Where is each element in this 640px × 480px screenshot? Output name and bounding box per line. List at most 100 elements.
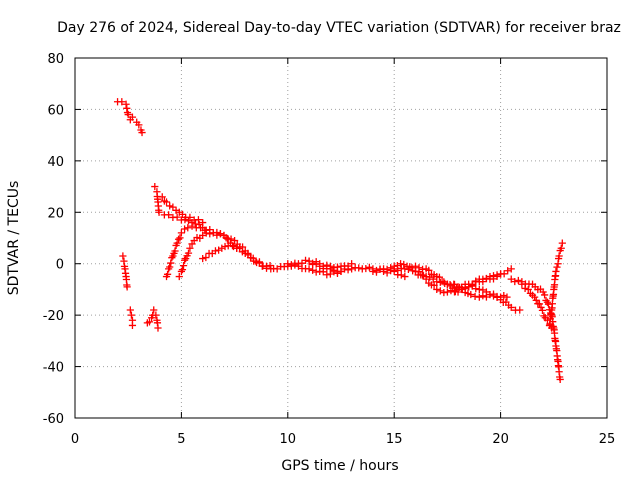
data-point-marker [186,213,194,221]
data-point-marker [124,110,132,119]
data-point-marker [122,100,130,108]
data-point-marker [511,277,519,286]
data-points [113,98,566,384]
y-tick-label: -60 [43,412,64,427]
data-point-marker [387,264,395,272]
data-point-marker [180,256,189,264]
data-point-marker [425,266,433,274]
data-point-marker [330,266,338,274]
data-point-marker [553,263,561,271]
data-point-marker [162,198,171,206]
chart-title: Day 276 of 2024, Sidereal Day-to-day VTE… [57,20,621,36]
data-point-marker [128,321,137,330]
x-tick-label: 15 [386,432,403,447]
data-point-marker [123,104,131,112]
data-point-marker [151,182,159,191]
data-point-marker [155,208,163,216]
series-track-3 [119,252,131,291]
data-point-marker [475,293,483,301]
y-tick-label: 60 [47,103,64,118]
series-track-11 [284,260,409,281]
series-track-1 [113,98,137,124]
data-point-marker [369,267,377,276]
data-point-marker [430,281,438,289]
data-point-marker [169,203,177,211]
data-point-marker [326,265,334,273]
data-point-marker [436,287,444,295]
data-point-marker [503,293,511,301]
data-point-marker [291,261,299,269]
data-point-marker [215,246,223,254]
series-track-19 [545,239,566,330]
data-point-marker [362,264,370,273]
data-point-marker [174,235,183,243]
data-point-marker [500,291,508,300]
data-point-marker [524,285,532,294]
data-point-marker [258,262,266,270]
data-point-marker [228,242,237,250]
data-point-marker [224,235,232,243]
data-point-marker [435,273,444,281]
data-point-marker [471,292,479,301]
y-axis-label: SDTVAR / TECUs [6,181,22,296]
data-point-marker [118,98,126,106]
x-tick-label: 5 [177,432,185,447]
data-point-marker [422,275,430,283]
data-point-marker [465,283,473,291]
data-point-marker [152,311,160,319]
y-tick-labels: -60 -40 -20 0 20 40 60 80 [43,52,64,427]
data-point-marker [267,265,275,273]
data-point-marker [138,128,146,137]
data-point-marker [119,252,127,260]
data-point-marker [479,292,487,300]
data-point-marker [218,244,226,252]
data-point-marker [178,265,187,274]
data-point-marker [126,306,134,314]
data-point-marker [397,271,405,279]
data-point-marker [507,303,515,312]
series-track-8 [162,222,209,281]
series-track-10 [199,242,275,273]
data-point-marker [179,262,188,270]
data-point-marker [383,265,391,273]
axis-ticks [74,57,608,419]
data-point-marker [348,265,356,273]
data-point-marker [558,239,566,247]
y-tick-label: -40 [43,361,64,376]
data-point-marker [538,306,547,314]
grid [75,58,607,418]
data-point-marker [173,213,181,221]
data-point-marker [184,249,193,257]
data-point-marker [514,276,522,285]
data-point-marker [518,280,526,288]
data-point-marker [163,270,172,278]
data-point-marker [390,265,398,273]
data-point-marker [467,290,475,299]
data-point-marker [202,253,210,262]
data-point-marker [323,271,331,279]
data-point-marker [184,224,192,232]
data-point-marker [355,264,363,272]
data-point-marker [305,265,313,273]
data-point-marker [404,265,412,273]
data-point-marker [557,244,565,252]
data-point-marker [194,216,203,224]
x-tick-label: 10 [280,432,297,447]
data-point-marker [301,256,310,265]
series-track-4 [126,306,137,330]
data-point-marker [540,312,548,320]
data-point-marker [497,293,505,301]
x-axis-label: GPS time / hours [281,458,398,474]
data-point-marker [443,288,451,296]
data-point-marker [507,265,515,273]
data-point-marker [552,267,560,276]
series-track-16 [450,280,511,301]
y-tick-label: 0 [56,258,64,273]
data-point-marker [167,259,175,267]
data-point-marker [180,225,189,233]
data-point-marker [216,230,225,238]
data-point-marker [211,247,220,255]
data-point-marker [128,113,137,121]
data-point-marker [433,285,441,294]
data-point-marker [206,230,214,238]
